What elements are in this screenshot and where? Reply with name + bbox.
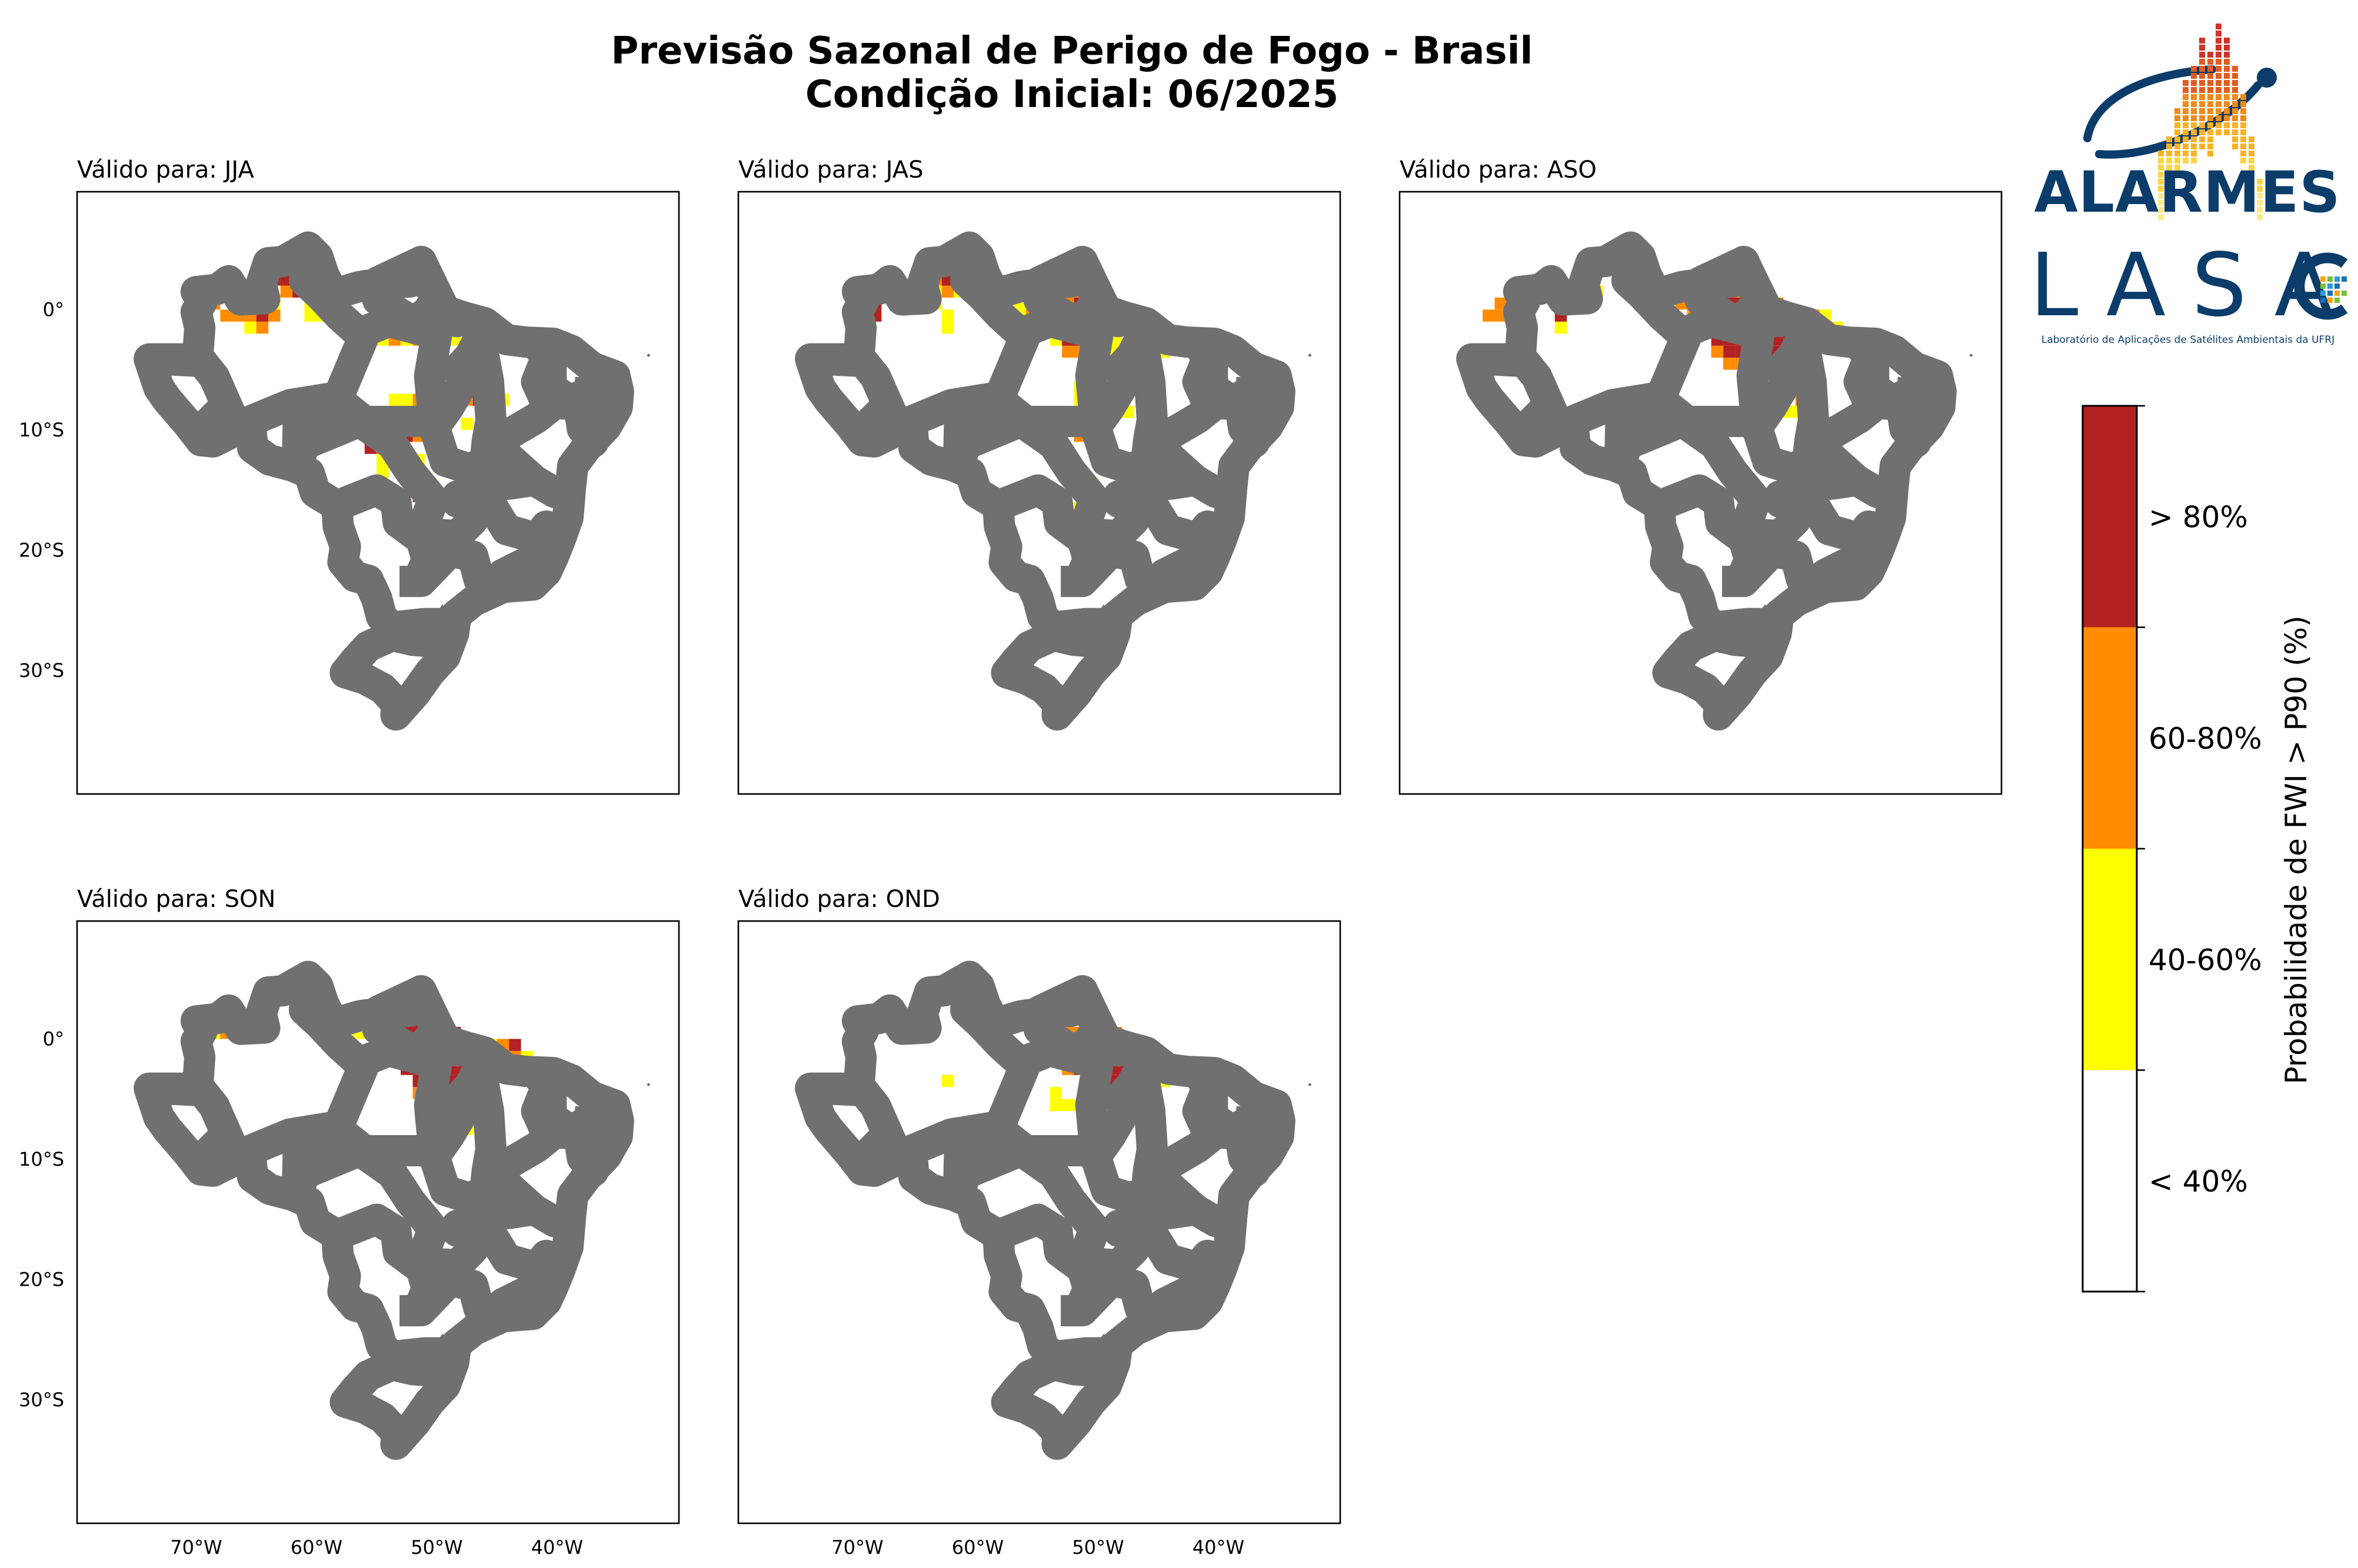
lon-tick-label: 60°W (291, 1536, 342, 1559)
panel-frame (76, 191, 680, 795)
lat-tick-label: 20°S (19, 539, 64, 561)
lat-tick-label: 30°S (19, 659, 64, 682)
lon-tick-label: 70°W (831, 1536, 883, 1559)
panel-title: Válido para: ASO (1400, 156, 1597, 184)
island-marker (647, 353, 650, 357)
fire-risk-cell (1723, 345, 1736, 358)
fire-risk-cell (220, 309, 232, 322)
map-panel-aso: Válido para: ASO (1398, 156, 2003, 795)
fire-risk-cell (1723, 358, 1736, 370)
colorbar-swatch-40-60 (2083, 849, 2137, 1070)
fire-risk-cell (1483, 309, 1495, 322)
alarmes-wordmark: ALARMES (2034, 159, 2341, 225)
map-panel-son: Válido para: SON 0° 10°S 20°S 30°S 70°W 60°W 50… (19, 886, 680, 1559)
colorbar-frame (2081, 405, 2138, 1293)
lon-tick-label: 50°W (1072, 1536, 1124, 1559)
fire-risk-cell (1062, 1099, 1074, 1112)
logos: ALARMES LASA Laboratório de Aplicações d… (2030, 24, 2358, 346)
lon-tick-label: 40°W (1193, 1536, 1244, 1559)
panel-frame (76, 920, 680, 1524)
fire-risk-cell (401, 393, 413, 406)
lon-tick-label: 50°W (411, 1536, 462, 1559)
fire-risk-cell (280, 285, 293, 298)
panel-title: Válido para: JAS (738, 156, 923, 184)
lat-tick-label: 0° (43, 298, 64, 321)
fire-risk-cell (1050, 1099, 1063, 1112)
island-marker (1308, 1083, 1311, 1086)
lon-tick-label: 70°W (170, 1536, 222, 1559)
colorbar-label: 60-80% (2149, 722, 2262, 756)
colorbar-swatch-80 (2083, 406, 2137, 628)
colorbar-label: 40-60% (2149, 943, 2262, 977)
lat-tick-label: 10°S (19, 1148, 64, 1170)
lasa-subtitle: Laboratório de Aplicações de Satélites A… (2041, 334, 2334, 346)
fire-risk-cell (1062, 345, 1074, 358)
fire-risk-cell (941, 1075, 954, 1087)
lon-tick-label: 60°W (952, 1536, 1004, 1559)
panel-frame (1398, 191, 2003, 795)
figure-subtitle: Condição Inicial: 06/2025 (805, 73, 1338, 116)
lon-tick-label: 40°W (531, 1536, 583, 1559)
map-panel-jas: Válido para: JAS (737, 156, 1341, 795)
fire-risk-cell (388, 393, 401, 406)
fire-risk-cell (304, 309, 317, 322)
fire-risk-cell (941, 309, 954, 322)
fire-risk-cell (1050, 1087, 1063, 1099)
colorbar-label: < 40% (2149, 1165, 2248, 1199)
figure-title: Previsão Sazonal de Perigo de Fogo - Bra… (611, 29, 1533, 73)
satellite-swirl-icon (2294, 252, 2348, 320)
panel-frame (737, 920, 1341, 1524)
lat-tick-label: 0° (43, 1027, 64, 1050)
lat-tick-label: 20°S (19, 1268, 64, 1290)
panel-title: Válido para: SON (77, 886, 275, 913)
fire-risk-cell (1711, 345, 1724, 358)
alarmes-logo: ALARMES (2034, 24, 2341, 225)
island-marker (1308, 353, 1311, 357)
fire-risk-cell (1494, 297, 1507, 310)
brazil-state-borders (1472, 247, 1941, 715)
brazil-state-borders (149, 976, 619, 1444)
fire-risk-cell (509, 1039, 521, 1051)
brazil-state-borders (149, 247, 619, 715)
fire-risk-cell (461, 418, 473, 430)
lat-tick-label: 30°S (19, 1389, 64, 1411)
island-marker (1969, 353, 1973, 357)
colorbar: > 80% 60-80% 40-60% < 40% Probabilidade de F… (2081, 405, 2313, 1293)
fire-risk-cell (941, 321, 954, 334)
colorbar-title: Probabilidade de FWI > P90 (%) (2279, 615, 2313, 1084)
fire-risk-cell (256, 321, 269, 334)
alarmes-fire-mark-icon (2083, 24, 2277, 220)
lat-tick-label: 10°S (19, 419, 64, 441)
panel-frame (737, 191, 1341, 795)
map-panel-ond: Válido para: OND 70°W 60°W 50°W 40°W (737, 886, 1341, 1559)
map-panel-jja: Válido para: JJA 0° 10°S 20°S 30°S (19, 156, 680, 795)
brazil-state-borders (811, 976, 1280, 1444)
colorbar-swatch-60-80 (2083, 627, 2137, 849)
fire-risk-cell (1554, 321, 1567, 334)
colorbar-label: > 80% (2149, 500, 2248, 534)
panel-title: Válido para: JJA (77, 156, 255, 184)
lasa-logo: LASA Laboratório de Aplicações de Satéli… (2030, 235, 2358, 346)
fire-risk-cell (941, 285, 954, 298)
panel-title: Válido para: OND (738, 886, 940, 913)
colorbar-swatch-40 (2083, 1070, 2137, 1292)
island-marker (647, 1083, 650, 1086)
lasa-wordmark: LASA (2030, 235, 2358, 336)
